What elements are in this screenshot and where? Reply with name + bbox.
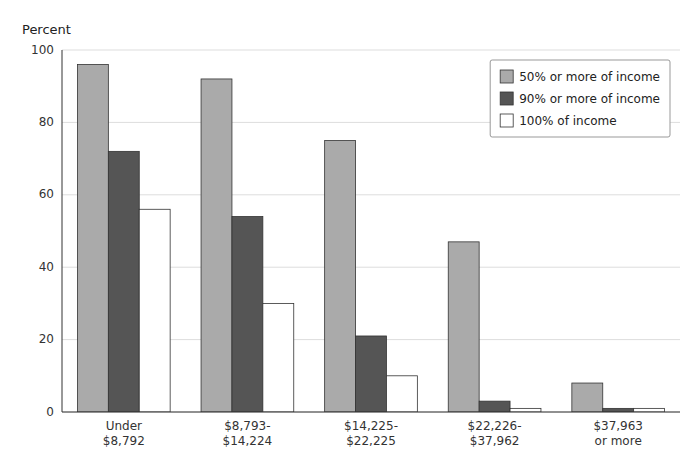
bar	[479, 401, 510, 412]
legend-swatch	[500, 114, 513, 127]
bar	[139, 209, 170, 412]
bar	[356, 336, 387, 412]
bar	[232, 217, 263, 412]
x-tick-label: $22,226-$37,962	[468, 419, 522, 448]
y-axis-label: Percent	[22, 22, 71, 37]
chart-container: 0 20 40 60 80 100 Under$8,792 $8,793-$14,224 $14…	[0, 0, 700, 474]
bar	[448, 242, 479, 412]
y-tick-label: 100	[31, 43, 54, 57]
bar	[386, 376, 417, 412]
bars	[77, 64, 664, 412]
grid-line	[62, 412, 680, 413]
x-axis-line	[62, 412, 680, 413]
y-tick-label: 60	[39, 187, 54, 201]
legend-box	[490, 60, 670, 137]
bar	[201, 79, 232, 412]
bar	[108, 151, 139, 412]
bar	[510, 408, 541, 412]
bar	[572, 383, 603, 412]
grid	[62, 50, 680, 412]
y-tick-label: 80	[39, 115, 54, 129]
chart-svg: 0 20 40 60 80 100 Under$8,792 $8,793-$14,224 $14…	[0, 0, 700, 474]
bar	[77, 64, 108, 412]
legend-swatch	[500, 70, 513, 83]
bar	[325, 141, 356, 413]
legend: 50% or more of income 90% or more of inco…	[490, 60, 670, 137]
y-tick-label: 20	[39, 332, 54, 346]
bar	[634, 408, 665, 412]
bar	[263, 303, 294, 412]
legend-swatch	[500, 92, 513, 105]
x-tick-label: Under$8,792	[103, 419, 145, 448]
grid-line	[62, 194, 680, 195]
y-tick-label: 40	[39, 260, 54, 274]
legend-label: 50% or more of income	[519, 70, 660, 84]
grid-line	[62, 50, 680, 51]
y-axis-line	[62, 50, 63, 412]
x-tick-label: $37,963or more	[593, 419, 643, 448]
x-tick-label: $8,793-$14,224	[223, 419, 273, 448]
y-tick-label: 0	[46, 405, 54, 419]
bar	[603, 408, 634, 412]
legend-label: 90% or more of income	[519, 92, 660, 106]
x-tick-label: $14,225-$22,225	[344, 419, 398, 448]
legend-label: 100% of income	[519, 114, 616, 128]
